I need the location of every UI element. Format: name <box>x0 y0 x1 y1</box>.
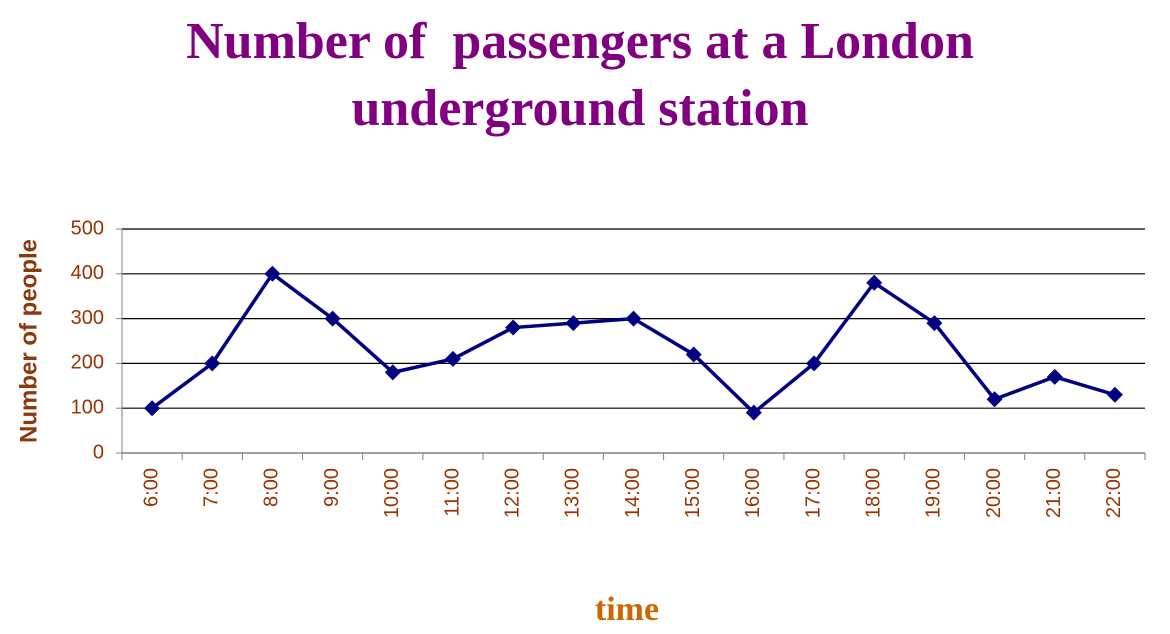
x-tick-label: 6:00 <box>140 468 162 507</box>
y-axis-label: Number of people <box>15 239 42 443</box>
x-tick-label: 22:00 <box>1103 468 1125 518</box>
data-point <box>144 400 161 417</box>
data-line <box>151 272 1116 415</box>
x-tick-label: 18:00 <box>862 468 884 518</box>
x-tick-label: 13:00 <box>562 468 584 518</box>
x-tick-label: 21:00 <box>1043 468 1065 518</box>
x-tick-label: 19:00 <box>923 468 945 518</box>
data-point <box>264 265 281 282</box>
data-point <box>565 315 582 332</box>
data-point <box>685 346 702 363</box>
x-tick-label: 10:00 <box>381 468 403 518</box>
x-tick-label: 11:00 <box>441 468 463 517</box>
data-point <box>324 310 341 327</box>
data-point <box>1106 386 1123 403</box>
y-tick-label: 200 <box>71 352 104 374</box>
x-tick-label: 12:00 <box>501 468 523 518</box>
data-point <box>625 310 642 327</box>
data-point <box>1046 368 1063 385</box>
y-tick-label: 500 <box>71 217 104 239</box>
data-point <box>745 404 762 421</box>
data-point <box>986 391 1003 408</box>
data-point <box>384 364 401 381</box>
x-tick-label: 16:00 <box>742 468 764 518</box>
x-tick-label: 9:00 <box>321 468 343 507</box>
data-point <box>806 355 823 372</box>
x-tick-label: 7:00 <box>201 468 223 507</box>
x-tick-label: 14:00 <box>622 468 644 518</box>
data-point <box>926 315 943 332</box>
y-tick-label: 100 <box>71 396 104 418</box>
x-tick-label: 17:00 <box>802 468 824 518</box>
x-axis-label: time <box>595 591 659 628</box>
data-point <box>444 350 461 367</box>
chart-title: Number of passengers at a London undergr… <box>186 13 987 137</box>
x-tick-label: 20:00 <box>983 468 1005 518</box>
x-tick-label: 15:00 <box>682 468 704 518</box>
y-tick-label: 0 <box>93 441 104 463</box>
x-tick-label: 8:00 <box>261 468 283 507</box>
data-point <box>204 355 221 372</box>
y-tick-label: 400 <box>71 262 104 284</box>
data-point <box>866 274 883 291</box>
data-point <box>505 319 522 336</box>
y-tick-label: 300 <box>71 307 104 329</box>
